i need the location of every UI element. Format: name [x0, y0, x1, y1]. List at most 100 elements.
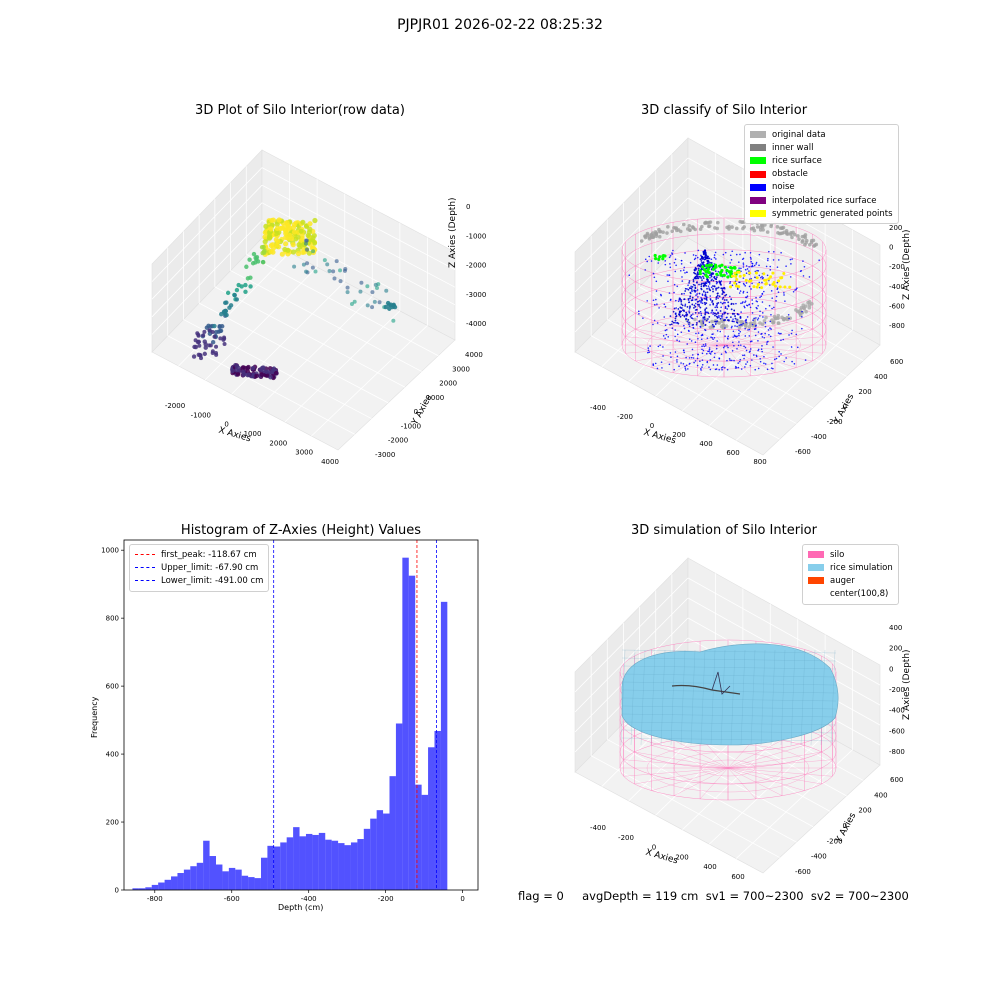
data-point [728, 357, 731, 360]
data-point [711, 309, 714, 312]
histogram-bar [164, 879, 172, 890]
data-point [785, 317, 790, 322]
grid-line [231, 281, 345, 395]
data-point [744, 366, 746, 368]
data-point [715, 282, 718, 285]
data-point [760, 276, 762, 279]
data-point [701, 256, 704, 258]
data-point [680, 263, 683, 265]
data-point [679, 297, 681, 300]
data-point [749, 340, 752, 343]
legend-swatch [750, 170, 766, 178]
data-point [307, 238, 313, 244]
data-point [745, 318, 747, 321]
data-point [245, 365, 251, 371]
data-point [706, 265, 709, 268]
data-point [765, 265, 768, 268]
data-point [776, 287, 779, 289]
data-point [706, 287, 708, 290]
data-point [764, 278, 768, 282]
data-point [769, 269, 772, 271]
data-point [698, 320, 701, 323]
data-point [703, 251, 705, 254]
data-point [761, 336, 764, 338]
data-point [721, 323, 726, 327]
data-point [698, 305, 700, 307]
histogram-bar [222, 871, 229, 890]
data-point [710, 324, 715, 329]
data-point [218, 328, 224, 333]
data-point [737, 366, 740, 369]
data-point [753, 317, 755, 320]
data-point [716, 292, 719, 295]
data-point [766, 274, 769, 277]
data-point [704, 258, 706, 261]
data-point [352, 299, 357, 304]
data-point [726, 308, 728, 310]
data-point [719, 273, 723, 277]
data-point [704, 294, 706, 297]
data-point [255, 259, 261, 264]
grid-line [311, 325, 428, 437]
data-point [310, 265, 315, 270]
data-point [782, 317, 786, 322]
data-point [744, 327, 746, 330]
data-point [737, 261, 740, 263]
data-point [225, 290, 231, 296]
data-point [704, 311, 707, 313]
data-point [804, 241, 808, 245]
auger-shadow [671, 684, 741, 695]
data-point [757, 269, 760, 272]
grid-line [574, 637, 689, 753]
data-point [708, 283, 711, 285]
data-point [722, 273, 726, 277]
data-point [644, 258, 647, 261]
data-point [263, 236, 270, 242]
data-point [655, 298, 657, 301]
data-point [724, 311, 727, 314]
data-point [240, 372, 246, 378]
data-point [271, 374, 277, 380]
data-point [694, 286, 697, 289]
data-point [778, 226, 783, 230]
data-point [704, 343, 707, 345]
data-point [729, 280, 732, 283]
data-point [693, 268, 696, 271]
surface-mesh [700, 649, 706, 746]
data-point [645, 233, 650, 237]
data-point [755, 317, 757, 319]
data-point [689, 287, 692, 290]
data-point [703, 273, 706, 276]
x-tick-label: 800 [753, 458, 766, 466]
data-point [210, 330, 215, 335]
histogram-bar [254, 878, 261, 890]
data-point [701, 333, 704, 336]
data-point [713, 263, 718, 267]
y-tick-label: 200 [106, 819, 119, 827]
data-point [704, 252, 707, 255]
data-point [647, 349, 650, 352]
data-point [262, 229, 268, 236]
data-point [700, 259, 703, 262]
grid-line [735, 749, 853, 859]
data-point [738, 274, 742, 278]
data-point [784, 300, 786, 302]
data-point [705, 298, 707, 301]
data-point [763, 278, 767, 282]
silo-ring [621, 265, 827, 330]
data-point [715, 295, 718, 298]
data-point [703, 268, 706, 271]
data-point [274, 219, 280, 225]
data-point [725, 225, 729, 230]
histogram-bar [338, 843, 345, 890]
z-tick-label: -600 [889, 302, 905, 310]
data-point [785, 315, 790, 320]
data-point [278, 218, 285, 224]
data-point [213, 330, 219, 335]
data-point [710, 268, 713, 271]
data-point [738, 334, 740, 337]
data-point [652, 323, 654, 326]
data-point [738, 219, 743, 224]
legend-swatch [808, 564, 824, 572]
surface-mesh [780, 649, 786, 746]
